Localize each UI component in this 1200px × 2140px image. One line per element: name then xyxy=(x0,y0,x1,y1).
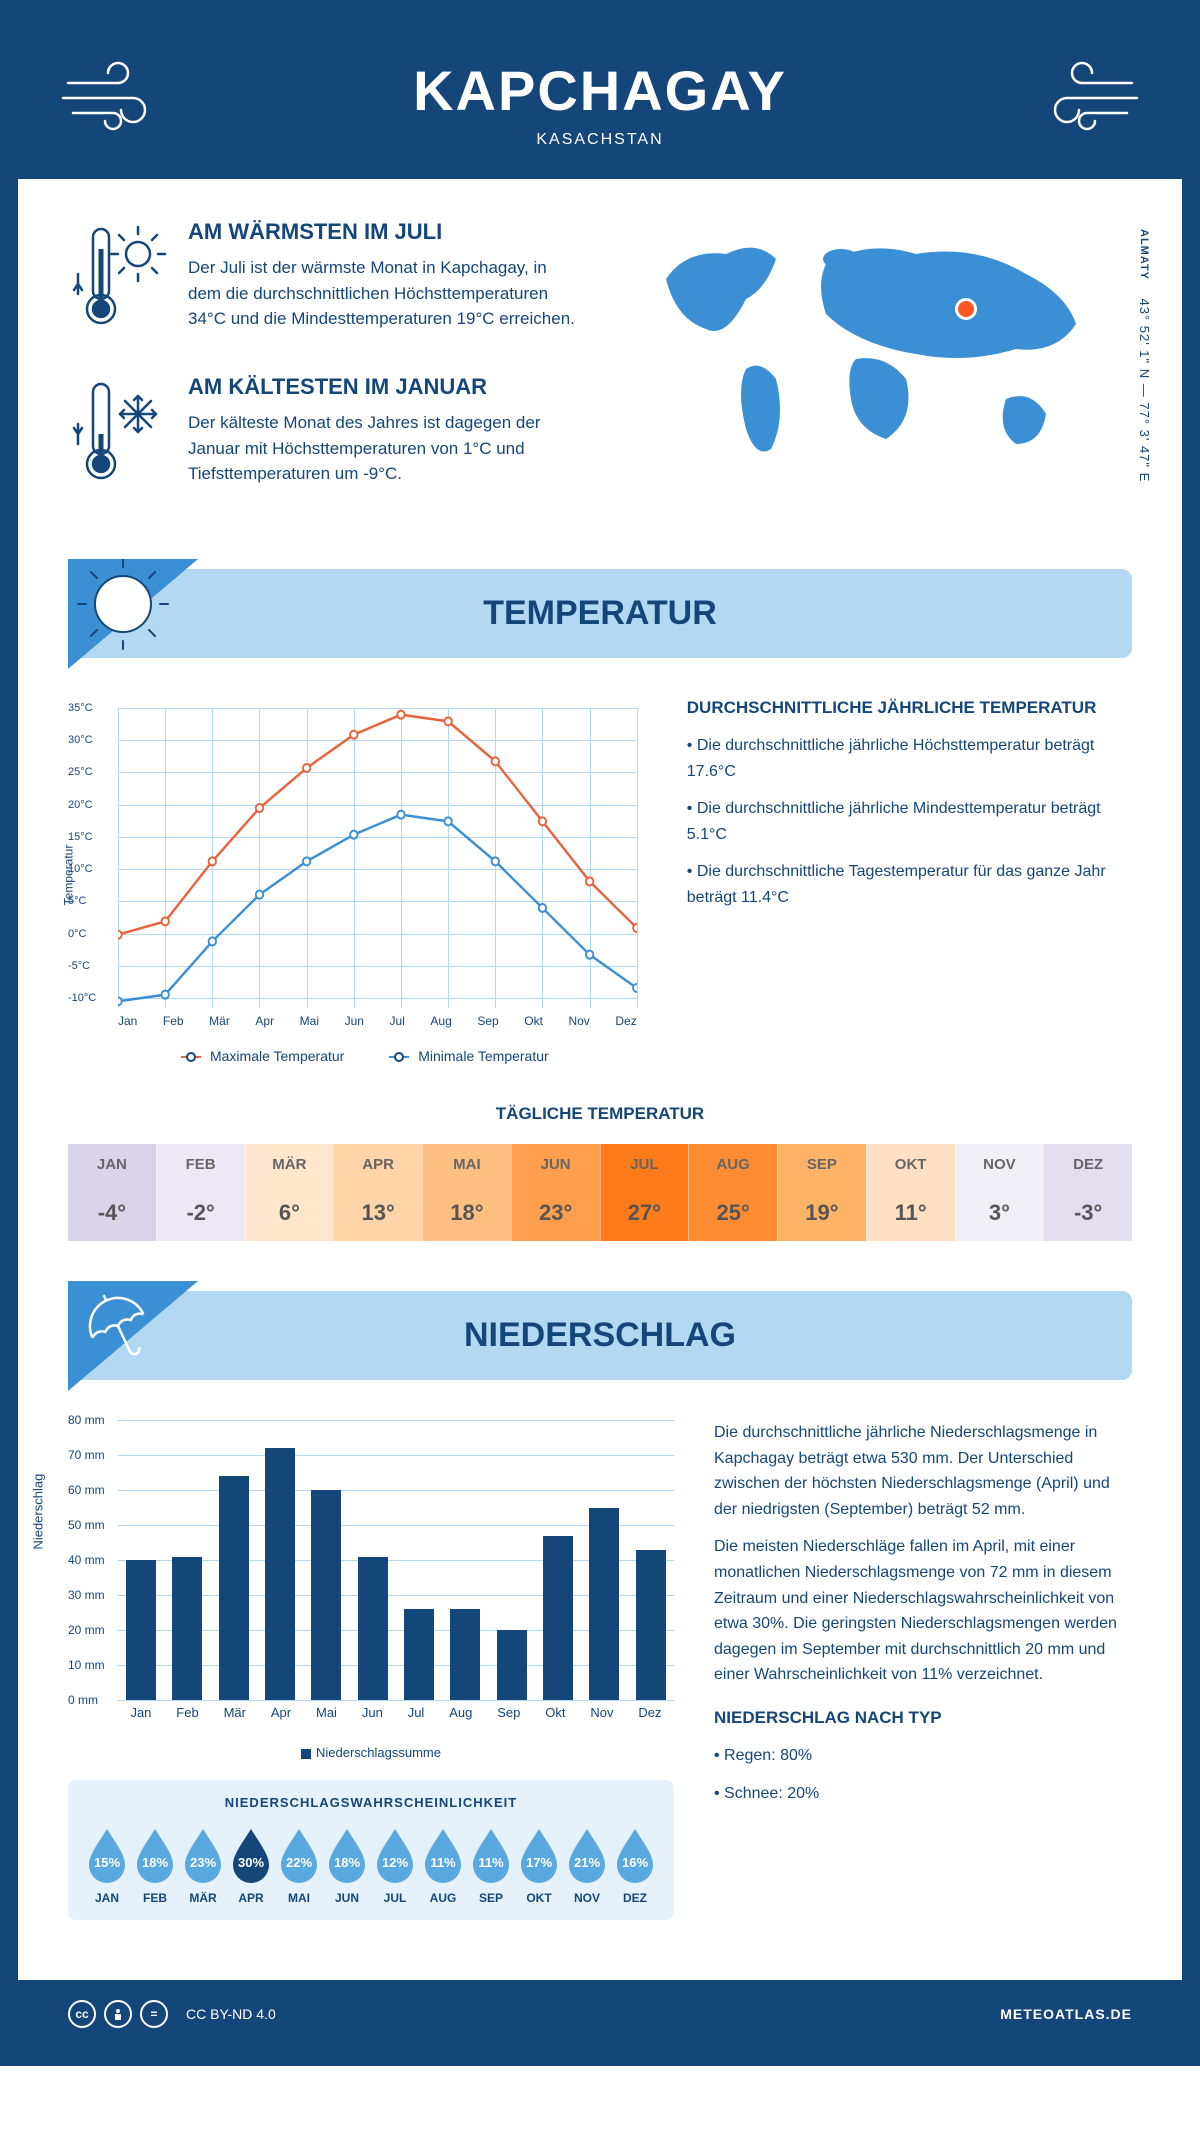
cc-icon: cc xyxy=(68,2000,96,2028)
thermometer-cold-icon xyxy=(68,374,168,499)
temp-avg-list: Die durchschnittliche jährliche Höchstte… xyxy=(687,733,1132,911)
prob-drop: 16%DEZ xyxy=(611,1825,659,1905)
thermometer-hot-icon xyxy=(68,219,168,344)
coldest-block: AM KÄLTESTEN IM JANUAR Der kälteste Mona… xyxy=(68,374,580,499)
temp-section-header: TEMPERATUR xyxy=(68,569,1132,658)
svg-text:11%: 11% xyxy=(478,1855,504,1870)
temp-avg-text: DURCHSCHNITTLICHE JÄHRLICHE TEMPERATUR D… xyxy=(687,698,1132,1064)
daily-temp-title: TÄGLICHE TEMPERATUR xyxy=(68,1104,1132,1124)
precip-legend: Niederschlagssumme xyxy=(68,1745,674,1760)
temp-section-title: TEMPERATUR xyxy=(68,594,1132,633)
temp-chart-row: Temperatur -10°C-5°C0°C5°C10°C15°C20°C25… xyxy=(68,698,1132,1064)
svg-text:18%: 18% xyxy=(334,1855,360,1870)
temp-cell: JUN23° xyxy=(511,1144,600,1241)
svg-text:11%: 11% xyxy=(430,1855,456,1870)
warmest-text: AM WÄRMSTEN IM JULI Der Juli ist der wär… xyxy=(188,219,580,344)
precip-p1: Die durchschnittliche jährliche Niedersc… xyxy=(714,1420,1132,1522)
svg-text:21%: 21% xyxy=(574,1855,600,1870)
svg-text:16%: 16% xyxy=(622,1855,648,1870)
page: KAPCHAGAY KASACHSTAN AM WÄRMSTEN IM JULI… xyxy=(0,0,1200,2066)
footer: cc = CC BY-ND 4.0 METEOATLAS.DE xyxy=(18,1980,1182,2048)
temp-avg-item: Die durchschnittliche jährliche Mindestt… xyxy=(687,796,1132,847)
warmest-title: AM WÄRMSTEN IM JULI xyxy=(188,219,580,245)
location-title: KAPCHAGAY xyxy=(38,58,1162,123)
daily-temp-table: JAN-4°FEB-2°MÄR6°APR13°MAI18°JUN23°JUL27… xyxy=(68,1144,1132,1241)
coldest-desc: Der kälteste Monat des Jahres ist dagege… xyxy=(188,410,580,487)
prob-drop: 18%JUN xyxy=(323,1825,371,1905)
precip-section-title: NIEDERSCHLAG xyxy=(68,1316,1132,1355)
prob-title: NIEDERSCHLAGSWAHRSCHEINLICHKEIT xyxy=(83,1795,659,1810)
temp-cell: DEZ-3° xyxy=(1043,1144,1132,1241)
temp-avg-item: Die durchschnittliche jährliche Höchstte… xyxy=(687,733,1132,784)
temp-cell: JUL27° xyxy=(600,1144,689,1241)
temp-cell: APR13° xyxy=(333,1144,422,1241)
precip-bar-chart: Niederschlag 0 mm10 mm20 mm30 mm40 mm50 … xyxy=(68,1420,674,1920)
intro-left: AM WÄRMSTEN IM JULI Der Juli ist der wär… xyxy=(68,219,580,529)
temp-avg-item: Die durchschnittliche Tagestemperatur fü… xyxy=(687,859,1132,910)
svg-text:12%: 12% xyxy=(382,1855,408,1870)
content: AM WÄRMSTEN IM JULI Der Juli ist der wär… xyxy=(18,179,1182,1980)
svg-text:15%: 15% xyxy=(94,1855,120,1870)
country-subtitle: KASACHSTAN xyxy=(38,131,1162,149)
svg-text:17%: 17% xyxy=(526,1855,552,1870)
svg-text:30%: 30% xyxy=(238,1855,264,1870)
map-container: ALMATY 43° 52' 1" N — 77° 3' 47" E xyxy=(620,219,1132,529)
intro-row: AM WÄRMSTEN IM JULI Der Juli ist der wär… xyxy=(68,219,1132,529)
warmest-desc: Der Juli ist der wärmste Monat in Kapcha… xyxy=(188,255,580,332)
svg-text:18%: 18% xyxy=(142,1855,168,1870)
world-map-icon xyxy=(620,219,1132,479)
nd-icon: = xyxy=(140,2000,168,2028)
temp-cell: NOV3° xyxy=(955,1144,1044,1241)
temp-avg-title: DURCHSCHNITTLICHE JÄHRLICHE TEMPERATUR xyxy=(687,698,1132,718)
coordinates: ALMATY 43° 52' 1" N — 77° 3' 47" E xyxy=(1137,229,1152,482)
license-text: CC BY-ND 4.0 xyxy=(186,2006,276,2022)
coldest-text: AM KÄLTESTEN IM JANUAR Der kälteste Mona… xyxy=(188,374,580,499)
precip-text: Die durchschnittliche jährliche Niedersc… xyxy=(714,1420,1132,1920)
header: KAPCHAGAY KASACHSTAN xyxy=(18,18,1182,179)
precip-types-list: Regen: 80% Schnee: 20% xyxy=(714,1743,1132,1806)
temp-cell: OKT11° xyxy=(866,1144,955,1241)
probability-box: NIEDERSCHLAGSWAHRSCHEINLICHKEIT 15%JAN18… xyxy=(68,1780,674,1920)
precip-chart-row: Niederschlag 0 mm10 mm20 mm30 mm40 mm50 … xyxy=(68,1420,1132,1920)
prob-drop: 11%SEP xyxy=(467,1825,515,1905)
license-block: cc = CC BY-ND 4.0 xyxy=(68,2000,276,2028)
wind-icon xyxy=(1032,58,1142,143)
temp-cell: SEP19° xyxy=(777,1144,866,1241)
temp-cell: JAN-4° xyxy=(68,1144,156,1241)
temp-cell: MAI18° xyxy=(422,1144,511,1241)
coord-city: ALMATY xyxy=(1138,229,1150,280)
warmest-block: AM WÄRMSTEN IM JULI Der Juli ist der wär… xyxy=(68,219,580,344)
precip-type-title: NIEDERSCHLAG NACH TYP xyxy=(714,1708,1132,1728)
temp-legend: Maximale Temperatur Minimale Temperatur xyxy=(68,1048,647,1064)
sun-icon xyxy=(68,559,198,669)
temp-cell: MÄR6° xyxy=(245,1144,334,1241)
precip-p2: Die meisten Niederschläge fallen im Apri… xyxy=(714,1534,1132,1688)
precip-legend-label: Niederschlagssumme xyxy=(316,1745,441,1760)
temp-cell: AUG25° xyxy=(688,1144,777,1241)
umbrella-icon xyxy=(68,1281,198,1391)
precip-section-header: NIEDERSCHLAG xyxy=(68,1291,1132,1380)
prob-drop: 11%AUG xyxy=(419,1825,467,1905)
prob-drop: 17%OKT xyxy=(515,1825,563,1905)
prob-drop: 22%MAI xyxy=(275,1825,323,1905)
wind-icon xyxy=(58,58,168,143)
prob-drops: 15%JAN18%FEB23%MÄR30%APR22%MAI18%JUN12%J… xyxy=(83,1825,659,1905)
temp-line-chart: Temperatur -10°C-5°C0°C5°C10°C15°C20°C25… xyxy=(68,698,647,1064)
prob-drop: 21%NOV xyxy=(563,1825,611,1905)
prob-drop: 12%JUL xyxy=(371,1825,419,1905)
precip-yaxis-label: Niederschlag xyxy=(31,1474,46,1550)
temp-cell: FEB-2° xyxy=(156,1144,245,1241)
svg-text:22%: 22% xyxy=(286,1855,312,1870)
coldest-title: AM KÄLTESTEN IM JANUAR xyxy=(188,374,580,400)
prob-drop: 15%JAN xyxy=(83,1825,131,1905)
by-icon xyxy=(104,2000,132,2028)
precip-type-item: Schnee: 20% xyxy=(714,1781,1132,1807)
site-name: METEOATLAS.DE xyxy=(1000,2006,1132,2022)
svg-text:23%: 23% xyxy=(190,1855,216,1870)
prob-drop: 30%APR xyxy=(227,1825,275,1905)
precip-type-item: Regen: 80% xyxy=(714,1743,1132,1769)
prob-drop: 18%FEB xyxy=(131,1825,179,1905)
coord-value: 43° 52' 1" N — 77° 3' 47" E xyxy=(1137,298,1152,482)
prob-drop: 23%MÄR xyxy=(179,1825,227,1905)
